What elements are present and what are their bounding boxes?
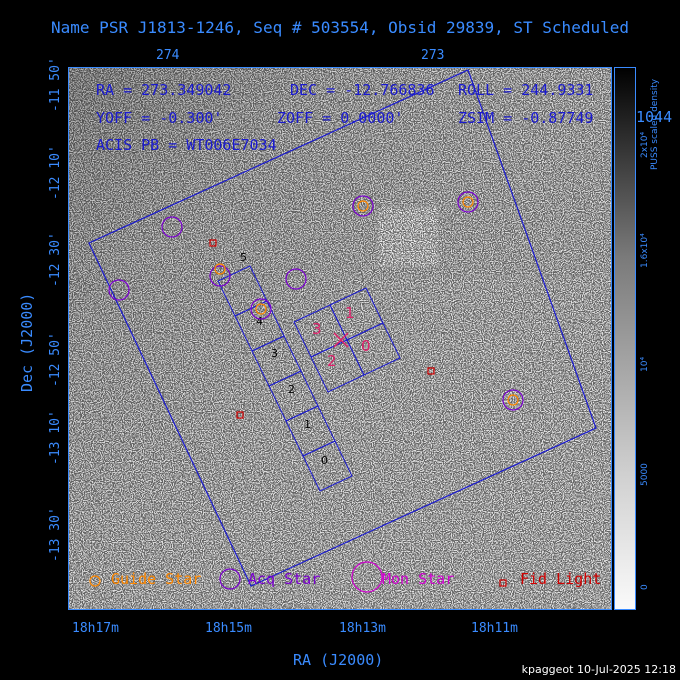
info-zsim: ZSIM = -0.87749 bbox=[458, 109, 593, 127]
y-tick: -12 50' bbox=[48, 332, 63, 387]
top-tick-273: 273 bbox=[421, 48, 445, 63]
plot-frame bbox=[68, 67, 612, 610]
acis-i-label: 1 bbox=[345, 304, 355, 322]
guide-star bbox=[357, 200, 369, 212]
y-tick: -12 10' bbox=[48, 145, 63, 200]
bottom-tick: 18h13m bbox=[339, 621, 386, 636]
guide-star bbox=[255, 303, 267, 315]
acq-star bbox=[457, 191, 479, 213]
y-tick: -12 30' bbox=[48, 232, 63, 287]
y-axis-label: Dec (J2000) bbox=[18, 292, 36, 392]
bottom-tick: 18h17m bbox=[72, 621, 119, 636]
legend: Guide Star Acq Star Mon Star Fid Light bbox=[89, 561, 601, 593]
guide-star bbox=[507, 394, 519, 406]
acis-s-label: 4 bbox=[256, 315, 263, 328]
acq-star bbox=[352, 195, 374, 217]
acis-s-label: 3 bbox=[271, 347, 278, 360]
guide-star bbox=[214, 263, 226, 275]
legend-guide-label: Guide Star bbox=[111, 570, 201, 588]
acis-i-label: 2 bbox=[327, 352, 337, 370]
acq-star bbox=[285, 268, 307, 290]
fid-light bbox=[427, 367, 435, 375]
acq-star bbox=[502, 389, 524, 411]
sky-image-plot: 3 1 2 0 5 4 3 2 1 0 bbox=[68, 67, 612, 610]
acis-s-chip bbox=[302, 440, 353, 492]
fid-light bbox=[209, 239, 217, 247]
acq-star bbox=[161, 216, 183, 238]
legend-acq-label: Acq Star bbox=[248, 570, 320, 588]
x-axis-label: RA (J2000) bbox=[293, 651, 384, 669]
overflow-value: 1044 bbox=[636, 108, 673, 126]
legend-guide-symbol bbox=[89, 575, 101, 587]
colorbar-tick: 0 bbox=[640, 584, 650, 590]
acis-i-label: 3 bbox=[312, 320, 322, 338]
colorbar-gradient bbox=[614, 67, 636, 610]
acis-i-label: 0 bbox=[361, 337, 371, 355]
colorbar-tick: 5000 bbox=[640, 463, 650, 486]
info-roll: ROLL = 244.9331 bbox=[458, 81, 593, 99]
info-zoff: ZOFF = 0.0000' bbox=[277, 109, 403, 127]
footer-timestamp: kpaggeot 10-Jul-2025 12:18 bbox=[521, 663, 676, 676]
bottom-tick: 18h11m bbox=[471, 621, 518, 636]
y-tick: -13 30' bbox=[48, 507, 63, 562]
colorbar-tick: 2x10⁴ bbox=[640, 131, 650, 158]
acis-i-array bbox=[293, 287, 401, 393]
info-acis-pb: ACIS PB = WT006E7034 bbox=[96, 136, 277, 154]
legend-mon-symbol bbox=[351, 561, 383, 593]
info-dec: DEC = -12.766836 bbox=[290, 81, 435, 99]
info-ra: RA = 273.349042 bbox=[96, 81, 231, 99]
colorbar-tick: 1.6x10⁴ bbox=[640, 233, 650, 268]
y-tick: -13 10' bbox=[48, 410, 63, 465]
fid-light bbox=[236, 411, 244, 419]
colorbar-title: PUSS scaled density bbox=[650, 78, 660, 170]
acis-s-label: 0 bbox=[321, 454, 328, 467]
legend-acq-symbol bbox=[219, 568, 241, 590]
colorbar-frame bbox=[614, 67, 636, 610]
legend-fid-label: Fid Light bbox=[520, 570, 601, 588]
guide-star bbox=[462, 196, 474, 208]
page-title: Name PSR J1813-1246, Seq # 503554, Obsid… bbox=[51, 18, 629, 37]
legend-mon-label: Mon Star bbox=[382, 570, 454, 588]
legend-fid-symbol bbox=[499, 579, 507, 587]
top-tick-274: 274 bbox=[156, 48, 180, 63]
acis-i-chip bbox=[346, 322, 401, 376]
colorbar bbox=[614, 67, 636, 610]
acq-star bbox=[108, 279, 130, 301]
colorbar-tick: 10⁴ bbox=[640, 356, 650, 372]
acis-s-label: 1 bbox=[304, 418, 311, 431]
target-marker bbox=[333, 332, 349, 348]
acq-star bbox=[209, 265, 231, 287]
info-yoff: YOFF = -0.300' bbox=[96, 109, 222, 127]
y-tick: -11 50' bbox=[48, 57, 63, 112]
bottom-tick: 18h15m bbox=[205, 621, 252, 636]
acis-s-label: 2 bbox=[288, 383, 295, 396]
fov-outline bbox=[88, 69, 597, 587]
acq-star bbox=[250, 298, 272, 320]
acis-s-label: 5 bbox=[240, 251, 247, 264]
